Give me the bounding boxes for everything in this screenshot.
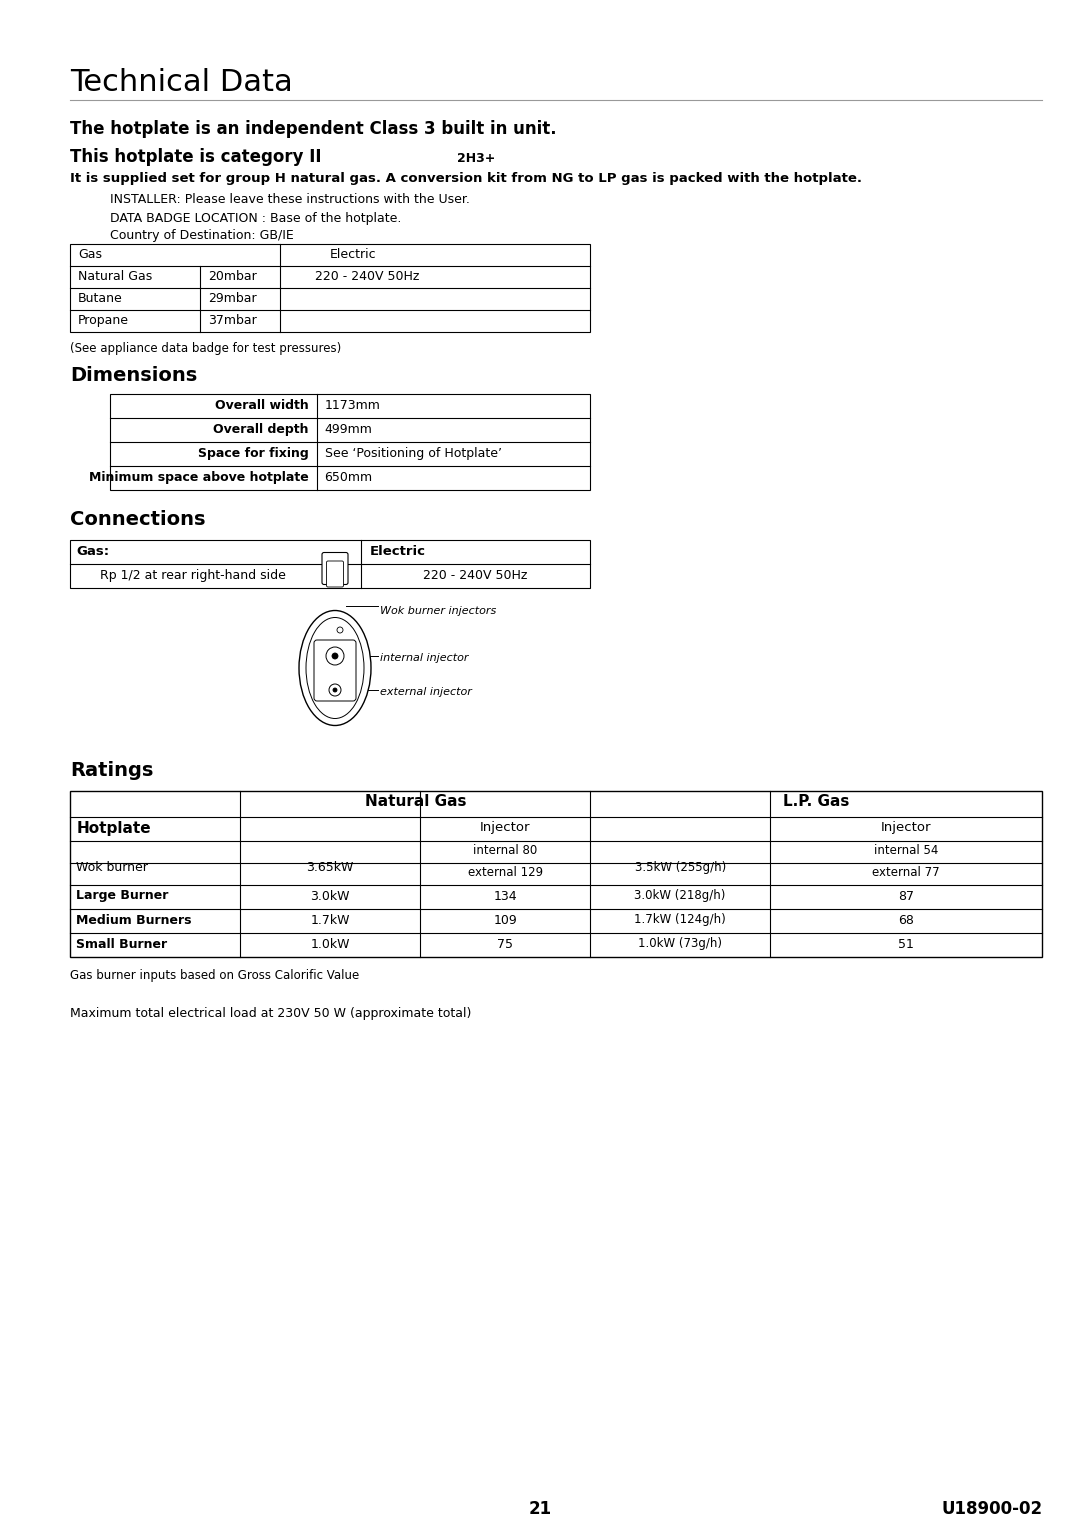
Text: 37mbar: 37mbar (208, 315, 257, 327)
Text: 75: 75 (497, 938, 513, 950)
Text: 134: 134 (494, 890, 517, 902)
Text: Overall depth: Overall depth (213, 423, 309, 437)
Circle shape (337, 628, 343, 634)
Text: INSTALLER: Please leave these instructions with the User.: INSTALLER: Please leave these instructio… (110, 192, 470, 206)
Text: Gas burner inputs based on Gross Calorific Value: Gas burner inputs based on Gross Calorif… (70, 968, 360, 982)
Text: Hotplate: Hotplate (77, 820, 151, 835)
Text: external injector: external injector (380, 687, 472, 696)
Text: external 77: external 77 (873, 866, 940, 880)
Text: This hotplate is category II: This hotplate is category II (70, 148, 322, 166)
Text: 220 - 240V 50Hz: 220 - 240V 50Hz (423, 570, 528, 582)
Text: Electric: Electric (369, 545, 426, 557)
FancyBboxPatch shape (314, 640, 356, 701)
Text: Injector: Injector (881, 820, 931, 834)
Text: Ratings: Ratings (70, 760, 153, 779)
FancyBboxPatch shape (322, 553, 348, 585)
Text: Natural Gas: Natural Gas (78, 270, 152, 282)
Text: 3.0kW (218g/h): 3.0kW (218g/h) (634, 890, 726, 902)
Bar (70, 244, 590, 331)
Text: Propane: Propane (78, 315, 130, 327)
Text: 2H3+: 2H3+ (457, 153, 496, 165)
Circle shape (329, 684, 341, 696)
Text: internal 80: internal 80 (473, 844, 537, 858)
Text: Country of Destination: GB/IE: Country of Destination: GB/IE (110, 229, 294, 241)
Text: 3.0kW: 3.0kW (310, 890, 350, 902)
Text: Wok burner injectors: Wok burner injectors (380, 606, 496, 615)
Text: Rp 1/2 at rear right-hand side: Rp 1/2 at rear right-hand side (100, 570, 286, 582)
Text: U18900-02: U18900-02 (941, 1500, 1042, 1518)
Bar (70, 791, 1042, 956)
Text: Minimum space above hotplate: Minimum space above hotplate (89, 470, 309, 484)
Text: 109: 109 (494, 913, 517, 927)
Text: 29mbar: 29mbar (208, 292, 257, 305)
Text: 68: 68 (899, 913, 914, 927)
Text: The hotplate is an independent Class 3 built in unit.: The hotplate is an independent Class 3 b… (70, 121, 557, 137)
FancyBboxPatch shape (326, 560, 343, 586)
Text: (See appliance data badge for test pressures): (See appliance data badge for test press… (70, 342, 341, 354)
Text: 1.0kW (73g/h): 1.0kW (73g/h) (638, 938, 723, 950)
Bar (110, 394, 590, 490)
Text: 650mm: 650mm (324, 470, 373, 484)
Text: 20mbar: 20mbar (208, 270, 257, 282)
Text: It is supplied set for group H natural gas. A conversion kit from NG to LP gas i: It is supplied set for group H natural g… (70, 173, 862, 185)
Text: 499mm: 499mm (324, 423, 373, 437)
Text: 51: 51 (899, 938, 914, 950)
Ellipse shape (299, 611, 372, 725)
Text: Butane: Butane (78, 292, 123, 305)
Text: 1.7kW: 1.7kW (310, 913, 350, 927)
Text: Wok burner: Wok burner (77, 861, 148, 873)
Text: external 129: external 129 (468, 866, 543, 880)
Text: 3.65kW: 3.65kW (307, 861, 354, 873)
Text: DATA BADGE LOCATION : Base of the hotplate.: DATA BADGE LOCATION : Base of the hotpla… (110, 212, 402, 224)
Text: 1.0kW: 1.0kW (310, 938, 350, 950)
Text: Gas: Gas (78, 247, 103, 261)
Text: Connections: Connections (70, 510, 205, 528)
Text: Large Burner: Large Burner (77, 890, 168, 902)
Text: 87: 87 (899, 890, 914, 902)
Text: Space for fixing: Space for fixing (198, 447, 309, 460)
Text: See ‘Positioning of Hotplate’: See ‘Positioning of Hotplate’ (324, 447, 501, 460)
Text: 220 - 240V 50Hz: 220 - 240V 50Hz (315, 270, 419, 282)
Circle shape (333, 689, 337, 692)
Text: internal 54: internal 54 (874, 844, 939, 858)
Text: Natural Gas: Natural Gas (365, 794, 465, 809)
Text: Gas:: Gas: (77, 545, 109, 557)
Text: 21: 21 (528, 1500, 552, 1518)
Text: 1.7kW (124g/h): 1.7kW (124g/h) (634, 913, 726, 927)
Text: Injector: Injector (480, 820, 530, 834)
Text: internal injector: internal injector (380, 654, 469, 663)
Bar (70, 541, 590, 588)
Text: L.P. Gas: L.P. Gas (783, 794, 849, 809)
Text: Electric: Electric (330, 247, 377, 261)
Circle shape (332, 654, 338, 660)
Text: Technical Data: Technical Data (70, 69, 293, 98)
Text: Maximum total electrical load at 230V 50 W (approximate total): Maximum total electrical load at 230V 50… (70, 1006, 472, 1020)
Ellipse shape (306, 617, 364, 719)
Text: 3.5kW (255g/h): 3.5kW (255g/h) (635, 861, 726, 873)
Text: Dimensions: Dimensions (70, 366, 198, 385)
Text: Small Burner: Small Burner (77, 938, 167, 950)
Text: Overall width: Overall width (215, 399, 309, 412)
Circle shape (326, 647, 345, 664)
Text: 1173mm: 1173mm (324, 399, 380, 412)
Text: Medium Burners: Medium Burners (77, 913, 192, 927)
